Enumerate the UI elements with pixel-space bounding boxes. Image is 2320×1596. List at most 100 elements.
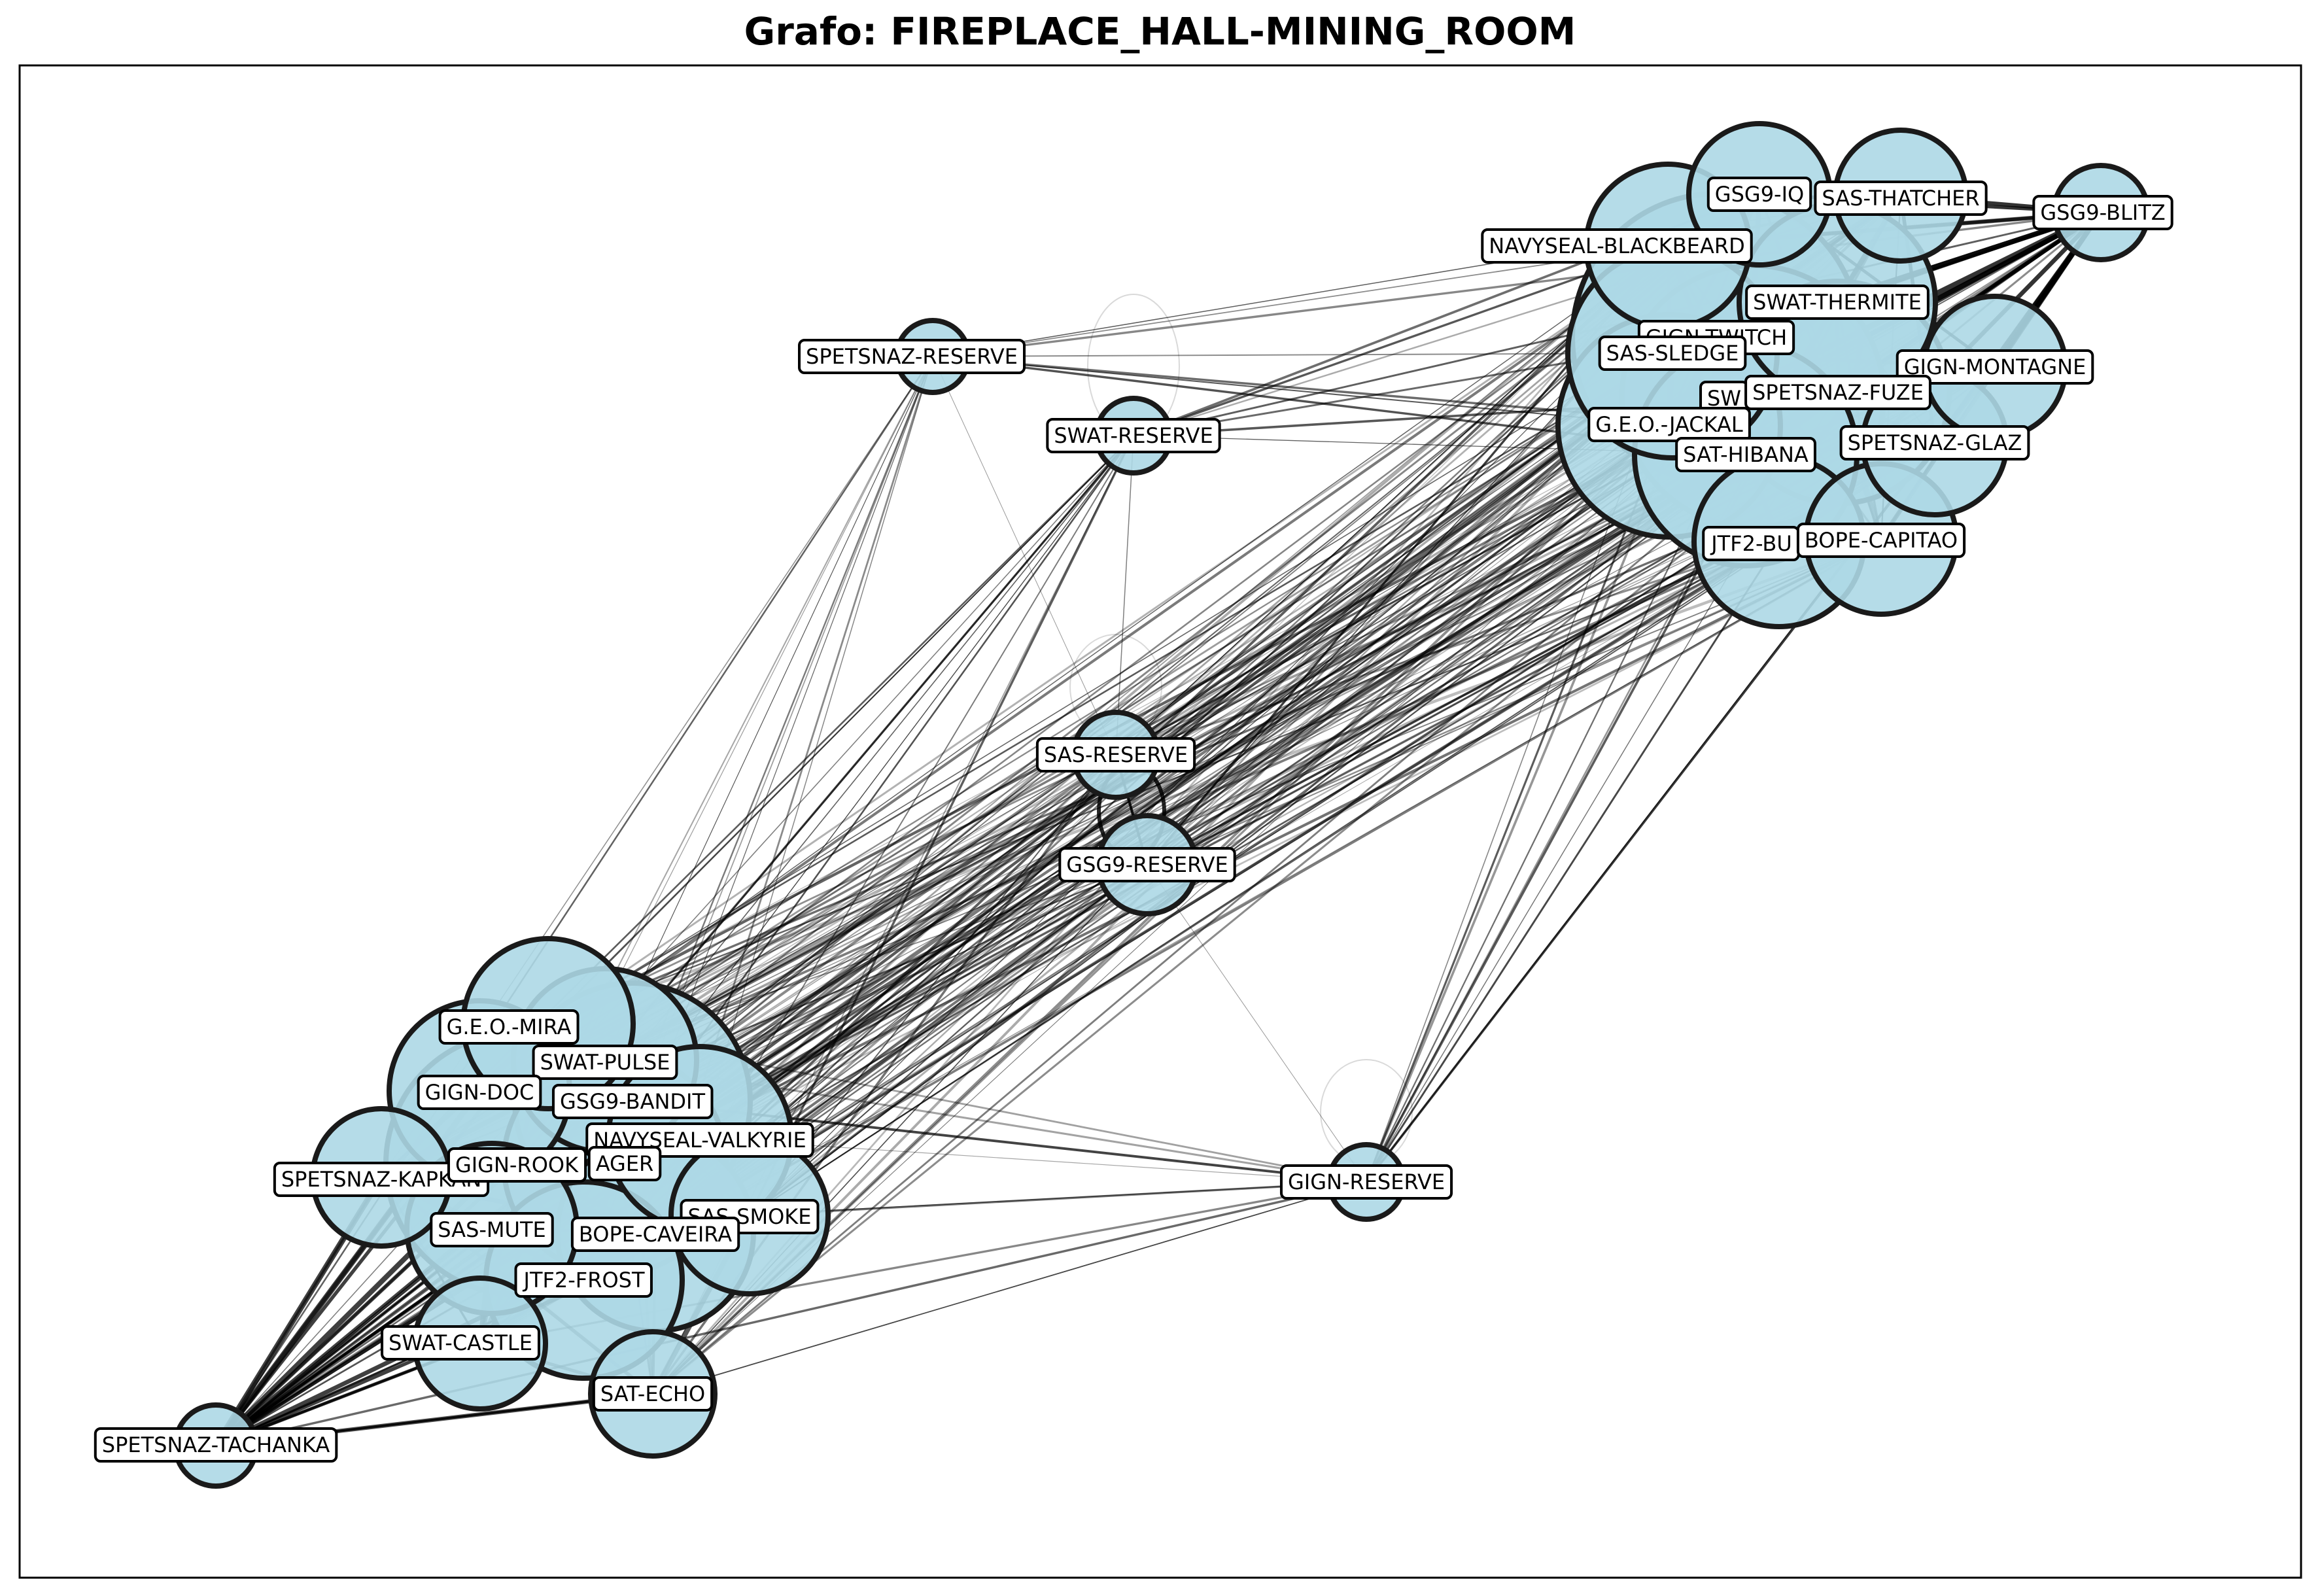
edge xyxy=(547,193,1760,1025)
node-label: SAS-THATCHER xyxy=(1814,181,1988,216)
edge xyxy=(632,538,1882,1102)
node-label-box xyxy=(1279,1164,1453,1200)
node-label-text: AGER xyxy=(596,1151,654,1176)
edge xyxy=(652,1181,1367,1395)
node-label-box xyxy=(1744,375,1931,410)
node-label: G.E.O.-MIRA xyxy=(438,1009,580,1045)
edge xyxy=(1115,435,1134,755)
node-label-text: SPETSNAZ-TACHANKA xyxy=(102,1432,330,1457)
node-label-text: BOPE-CAPITAO xyxy=(1805,528,1958,553)
edge xyxy=(215,356,934,1446)
node-label-box xyxy=(417,1075,542,1110)
node-label-text: SPETSNAZ-GLAZ xyxy=(1848,430,2022,455)
node-label-text: NAVYSEAL-BLACKBEARD xyxy=(1489,234,1744,258)
edge xyxy=(932,356,1117,755)
node-label-box xyxy=(2032,195,2173,230)
edge xyxy=(749,395,1754,1217)
node-label-box xyxy=(1675,437,1816,472)
node-label: GIGN-ROOK xyxy=(447,1147,587,1183)
edge xyxy=(1147,864,1367,1183)
node-label-box xyxy=(438,1009,580,1045)
node-label: GSG9-BLITZ xyxy=(2032,195,2173,230)
node-label-text: SAS-SLEDGE xyxy=(1606,341,1739,366)
node-label: GIGN-MONTAGNE xyxy=(1896,349,2094,385)
node-label-box xyxy=(1706,177,1812,212)
edge xyxy=(547,352,1673,1025)
node-label-box xyxy=(1814,181,1988,216)
node-label-box xyxy=(570,1217,740,1252)
node-label-text: SPETSNAZ-FUZE xyxy=(1752,380,1924,405)
edge xyxy=(604,336,1717,1062)
node-label: AGER xyxy=(587,1146,662,1181)
edge xyxy=(215,435,1134,1446)
edge xyxy=(748,453,1747,1217)
node-label: GSG9-IQ xyxy=(1706,177,1812,212)
node-label-text: G.E.O.-MIRA xyxy=(447,1015,572,1039)
edge xyxy=(604,540,1780,1062)
node-label-box xyxy=(592,1376,714,1412)
node-label-box xyxy=(532,1045,678,1080)
node-label: BOPE-CAVEIRA xyxy=(570,1217,740,1252)
node-label-text: GIGN-ROOK xyxy=(455,1153,579,1177)
edge xyxy=(478,193,1761,1092)
edge xyxy=(1115,540,1780,756)
edge xyxy=(604,435,1135,1061)
edge xyxy=(699,540,1780,1139)
node-label: SAT-ECHO xyxy=(592,1376,714,1412)
edge xyxy=(932,245,1669,357)
node-label-text: JTF2-FROST xyxy=(523,1268,645,1292)
node-label-box xyxy=(1796,523,1966,558)
edge xyxy=(699,425,1670,1139)
node-label-box xyxy=(1046,418,1221,453)
edge xyxy=(632,453,1746,1102)
edge xyxy=(547,395,1754,1025)
edge xyxy=(1133,245,1669,437)
node-label: SAS-RESERVE xyxy=(1035,737,1196,772)
plot-frame xyxy=(18,64,2302,1579)
node-label-text: SAS-MUTE xyxy=(438,1217,545,1242)
node-label-text: GIGN-MONTAGNE xyxy=(1904,355,2086,379)
graph-title: Grafo: FIREPLACE_HALL-MINING_ROOM xyxy=(744,9,1576,54)
node-label-text: SAS-RESERVE xyxy=(1044,742,1188,767)
node-label-text: SAT-HIBANA xyxy=(1683,442,1809,467)
node-label-box xyxy=(1896,349,2094,385)
edge xyxy=(631,356,934,1102)
node-label: NAVYSEAL-VALKYRIE xyxy=(585,1122,814,1158)
node-label-text: GIGN-RESERVE xyxy=(1288,1170,1445,1194)
node-label-text: GSG9-IQ xyxy=(1715,182,1804,207)
node-label-box xyxy=(447,1147,587,1183)
node-label-box xyxy=(514,1262,653,1298)
edge xyxy=(632,540,1780,1102)
node-label-text: GSG9-RESERVE xyxy=(1066,852,1228,877)
edge xyxy=(699,538,1882,1139)
node-label: SAT-HIBANA xyxy=(1675,437,1816,472)
edge xyxy=(932,353,1673,357)
node-label: GSG9-BANDIT xyxy=(551,1084,714,1119)
node-label: SWAT-CASTLE xyxy=(381,1325,540,1361)
node-label-box xyxy=(1058,847,1236,882)
node-label-text: GSG9-BLITZ xyxy=(2040,200,2165,225)
node-label: SPETSNAZ-RESERVE xyxy=(798,339,1026,374)
node-label-text: GSG9-BANDIT xyxy=(560,1089,706,1114)
node-label-text: G.E.O.-JACKAL xyxy=(1595,412,1743,437)
node-label-text: SWAT-RESERVE xyxy=(1054,423,1213,448)
node-label-box xyxy=(430,1212,554,1247)
edge xyxy=(632,435,1134,1102)
edge xyxy=(215,1181,1367,1447)
node-label-text: JTF2-BU xyxy=(1710,531,1792,556)
node-label-box xyxy=(1745,285,1930,320)
node-label-text: BOPE-CAVEIRA xyxy=(579,1222,732,1247)
edge xyxy=(749,541,1780,1216)
node-label: SW xyxy=(1699,381,1749,416)
edge xyxy=(547,540,1780,1025)
node-label-text: SWAT-PULSE xyxy=(540,1050,670,1075)
node-label: SPETSNAZ-TACHANKA xyxy=(94,1427,338,1463)
node-label: JTF2-FROST xyxy=(514,1262,653,1298)
node-label-box xyxy=(1035,737,1196,772)
node-label-box xyxy=(1587,407,1751,442)
node-label-text: SAS-THATCHER xyxy=(1822,186,1979,211)
label-layer: SPETSNAZ-RESERVE SWAT-RESERVE SAS-RESERVE G… xyxy=(94,177,2173,1463)
node-label: SPETSNAZ-FUZE xyxy=(1744,375,1931,410)
edge xyxy=(1365,541,1780,1183)
node-label-box xyxy=(381,1325,540,1361)
